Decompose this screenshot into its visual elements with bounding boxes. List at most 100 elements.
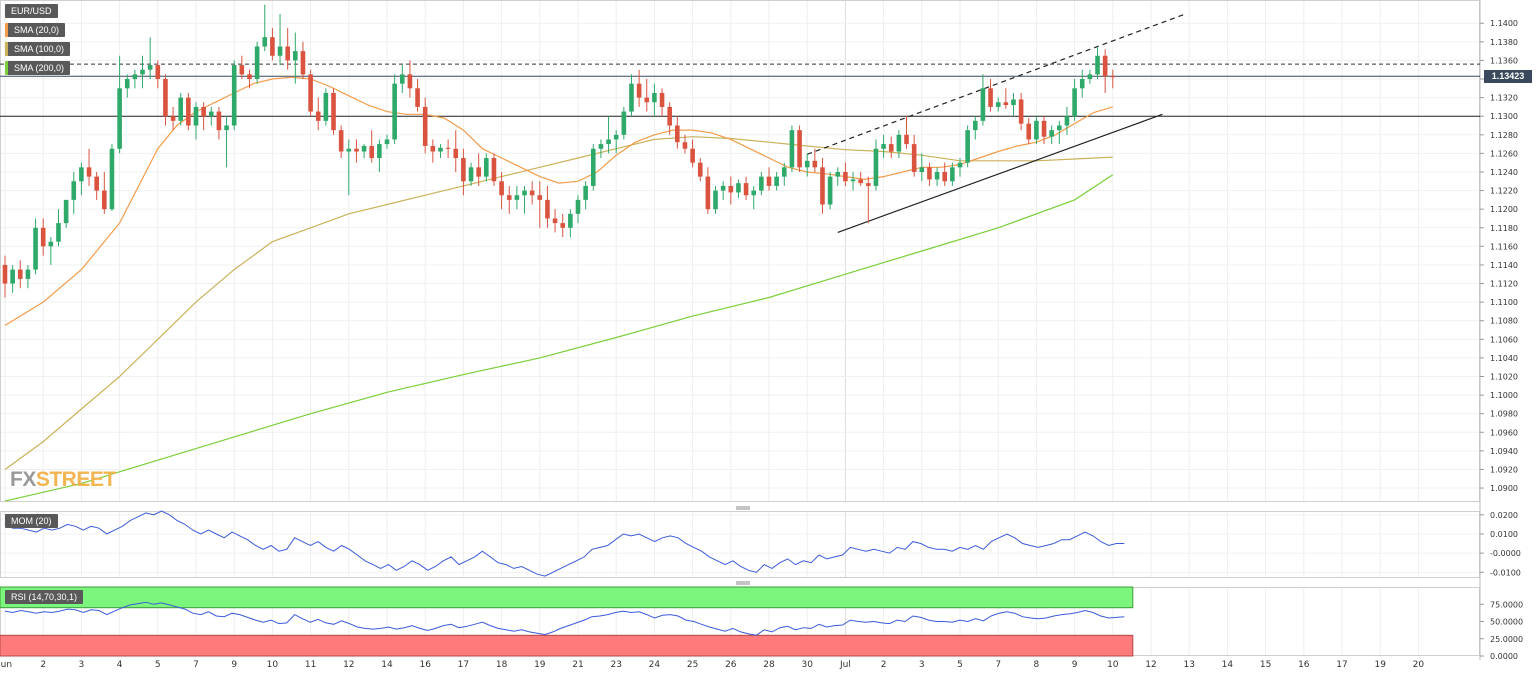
candle-body bbox=[445, 147, 451, 149]
candle bbox=[652, 83, 657, 117]
candle bbox=[354, 139, 359, 163]
candle bbox=[430, 139, 436, 163]
candle bbox=[56, 209, 61, 247]
y-tick-label: 1.0920 bbox=[1490, 465, 1518, 474]
symbol-label[interactable]: EUR/USD bbox=[5, 4, 58, 18]
panel-frame bbox=[0, 511, 1480, 578]
candle bbox=[988, 79, 993, 112]
candle-body bbox=[25, 269, 31, 279]
candle-body bbox=[124, 79, 130, 89]
candle bbox=[63, 199, 69, 228]
rsi-tick-label: 0.0000 bbox=[1490, 652, 1518, 661]
candle bbox=[1064, 106, 1070, 135]
candle bbox=[1049, 125, 1054, 145]
candle-body bbox=[86, 167, 92, 177]
candle bbox=[888, 136, 894, 159]
candle bbox=[1087, 69, 1093, 84]
candle bbox=[812, 148, 818, 172]
last-price-tag: 1.13423 bbox=[1484, 70, 1532, 83]
candle bbox=[140, 55, 145, 89]
candle bbox=[331, 88, 336, 135]
candle-body bbox=[934, 171, 940, 180]
x-tick-label: 21 bbox=[572, 660, 583, 670]
candle-body bbox=[598, 144, 604, 149]
candle-body bbox=[1011, 99, 1016, 106]
x-tick-label: 17 bbox=[458, 660, 469, 670]
x-tick-label: 12 bbox=[1145, 660, 1156, 670]
x-tick-label: 16 bbox=[1298, 660, 1310, 670]
candle bbox=[384, 134, 390, 149]
x-tick-label: 11 bbox=[305, 660, 316, 670]
candle bbox=[132, 69, 138, 89]
candle-body bbox=[1087, 74, 1093, 80]
panel-resize-handle-1[interactable] bbox=[736, 506, 750, 510]
candle bbox=[201, 102, 206, 131]
candle-body bbox=[422, 106, 428, 146]
candle-body bbox=[789, 130, 795, 168]
x-tick-label: 3 bbox=[919, 660, 925, 670]
candle-body bbox=[858, 179, 863, 184]
candle bbox=[102, 171, 107, 214]
candle-body bbox=[1041, 120, 1047, 137]
candle-body bbox=[361, 145, 367, 152]
y-tick-label: 1.1040 bbox=[1490, 354, 1518, 363]
sma20-label[interactable]: SMA (20,0) bbox=[5, 23, 66, 37]
rsi-label[interactable]: RSI (14,70,30,1) bbox=[5, 590, 84, 604]
candle bbox=[621, 106, 627, 140]
candle bbox=[896, 130, 902, 159]
sma100-label[interactable]: SMA (100,0) bbox=[5, 42, 71, 56]
candle bbox=[995, 97, 1001, 112]
candle-body bbox=[950, 167, 955, 182]
y-tick-label: 1.1220 bbox=[1490, 187, 1518, 196]
candle-body bbox=[896, 134, 902, 152]
candle bbox=[208, 106, 214, 126]
candle bbox=[942, 162, 948, 186]
candle-body bbox=[529, 190, 535, 196]
candle-body bbox=[147, 65, 153, 70]
y-tick-label: 1.1380 bbox=[1490, 38, 1518, 47]
candle-body bbox=[193, 106, 199, 126]
candle-body bbox=[17, 269, 23, 279]
candle bbox=[629, 74, 634, 117]
candle bbox=[675, 116, 680, 149]
y-tick-label: 1.1320 bbox=[1490, 94, 1518, 103]
candle bbox=[736, 179, 741, 199]
candle bbox=[17, 260, 23, 289]
y-tick-label: 1.1300 bbox=[1490, 112, 1518, 121]
candle bbox=[147, 37, 153, 80]
candle bbox=[79, 162, 84, 196]
candle-body bbox=[850, 179, 856, 182]
candle bbox=[1034, 116, 1039, 145]
candle bbox=[285, 27, 290, 70]
candle-body bbox=[613, 134, 619, 140]
candle bbox=[346, 139, 352, 196]
candle bbox=[980, 74, 986, 126]
x-tick-label: 20 bbox=[1413, 660, 1425, 670]
candle-body bbox=[781, 167, 787, 177]
candle bbox=[835, 167, 841, 186]
sma200-label[interactable]: SMA (200,0) bbox=[5, 61, 71, 75]
x-tick-label: 12 bbox=[343, 660, 354, 670]
x-tick-label: 19 bbox=[534, 660, 546, 670]
candle bbox=[163, 74, 168, 126]
candle bbox=[866, 176, 871, 224]
candle-body bbox=[797, 130, 802, 168]
candle bbox=[690, 139, 695, 168]
candle bbox=[33, 218, 38, 275]
candle bbox=[552, 209, 558, 233]
candle-body bbox=[468, 167, 474, 182]
rsi-tick-label: 25.0000 bbox=[1490, 635, 1523, 644]
watermark-street: STREET bbox=[35, 468, 116, 491]
candle bbox=[415, 79, 420, 112]
candle bbox=[843, 162, 848, 186]
candle-body bbox=[774, 176, 779, 186]
panel-resize-handle-2[interactable] bbox=[736, 581, 750, 585]
candle bbox=[1095, 46, 1100, 80]
candle bbox=[598, 139, 604, 159]
candle-body bbox=[1072, 88, 1077, 117]
mom-label[interactable]: MOM (20) bbox=[5, 514, 58, 528]
axes: Jun234579101112141617181921232425262830J… bbox=[0, 19, 1523, 670]
candle bbox=[911, 134, 917, 177]
candle-body bbox=[140, 69, 145, 75]
candle bbox=[438, 144, 443, 159]
